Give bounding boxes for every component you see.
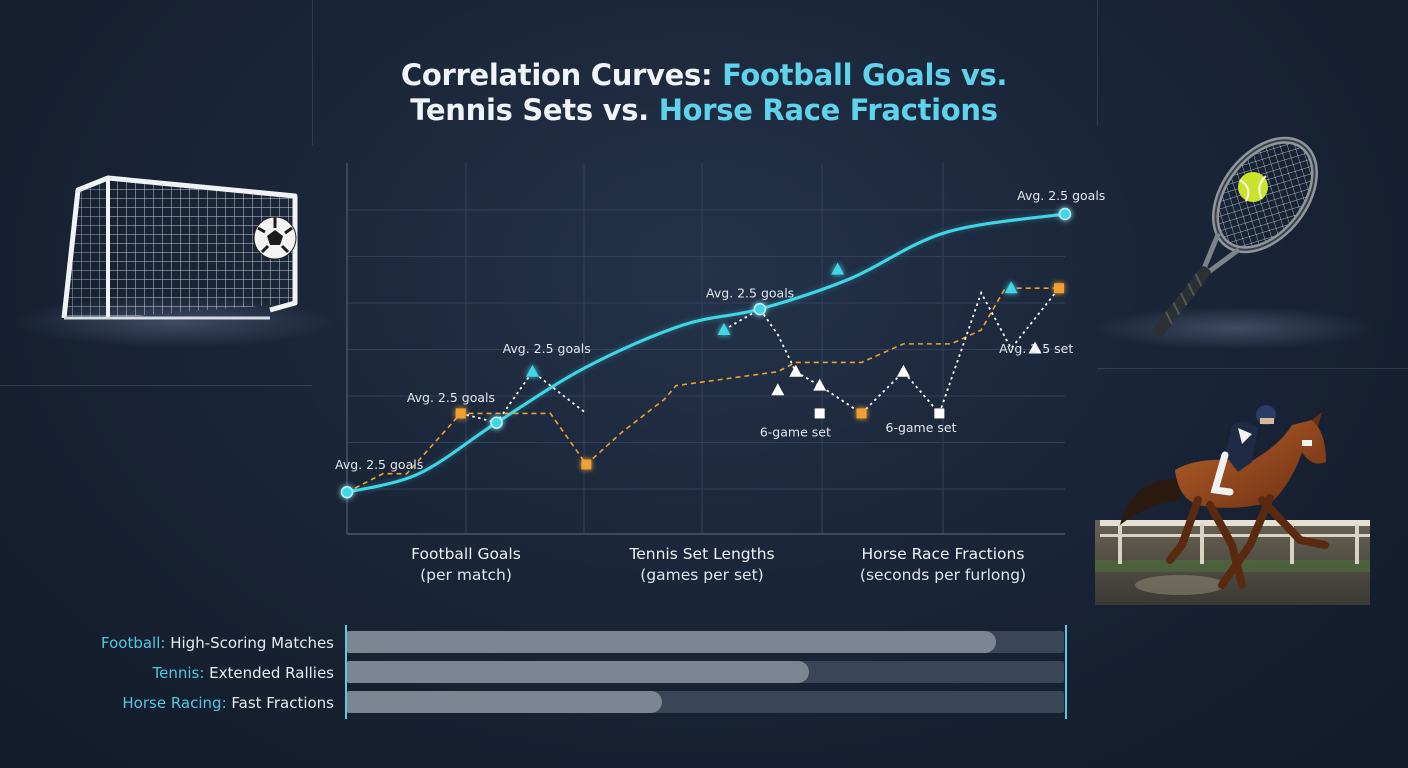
- triangle-marker: [525, 364, 539, 377]
- triangle-marker: [717, 322, 731, 335]
- series-layer: [346, 212, 1066, 494]
- orange-square-marker: [856, 408, 867, 419]
- annotation-label: Avg. 2.5 goals: [503, 341, 591, 356]
- bar-track-tennis: [347, 661, 1064, 683]
- horse-racing-illustration: [1095, 405, 1370, 605]
- bar-fill-football: [347, 631, 996, 653]
- annotation-layer: Avg. 2.5 goals Avg. 2.5 goals Avg. 2.5 goa…: [335, 188, 1105, 472]
- orange-square-marker: [455, 408, 466, 419]
- frame-line-left: [0, 385, 312, 386]
- series-white-dotted: [460, 370, 587, 424]
- bar-label-football: Football: High-Scoring Matches: [101, 634, 334, 652]
- title-part-4: Horse Race Fractions: [658, 93, 998, 127]
- soccer-ball-icon: [253, 216, 297, 260]
- triangle-marker: [1028, 341, 1042, 354]
- tennis-racket-illustration: [1095, 136, 1375, 350]
- triangle-marker: [771, 383, 785, 396]
- cyan-point-marker: [1058, 207, 1072, 221]
- chart-grid: [347, 163, 1065, 534]
- soccer-goal-illustration: [15, 175, 335, 348]
- bar-right-edge: [1065, 625, 1067, 719]
- title-part-1: Correlation Curves:: [400, 58, 723, 92]
- bar-label-horse-racing: Horse Racing: Fast Fractions: [122, 694, 334, 712]
- category-sublabel-horse-racing: (seconds per furlong): [860, 566, 1026, 584]
- frame-line-top-right: [1097, 0, 1098, 125]
- annotation-label: Avg. 2.5 goals: [706, 285, 794, 300]
- series-orange-dashed: [346, 287, 1060, 493]
- title-part-2: Football Goals vs.: [722, 58, 1008, 92]
- triangle-marker: [789, 364, 803, 377]
- series-white-dotted: [723, 287, 1060, 416]
- bar-row-tennis: Tennis: Extended Rallies: [0, 661, 1408, 685]
- category-label-horse-racing: Horse Race Fractions: [862, 545, 1025, 563]
- bar-row-football: Football: High-Scoring Matches: [0, 631, 1408, 655]
- annotation-label: Avg. 2.5 goals: [335, 457, 423, 472]
- bar-left-edge: [345, 625, 347, 719]
- white-square-marker: [934, 408, 945, 419]
- annotation-label: Avg. 2.5 set: [999, 341, 1073, 356]
- cyan-point-marker: [490, 416, 503, 429]
- frame-line-top-left: [312, 0, 313, 145]
- cyan-point-marker: [753, 302, 767, 316]
- triangle-marker: [831, 262, 845, 275]
- annotation-label: Avg. 2.5 goals: [1017, 188, 1105, 203]
- title-part-3: Tennis Sets vs.: [410, 93, 659, 127]
- category-label-tennis: Tennis Set Lengths: [628, 545, 774, 563]
- bar-track-horse-racing: [347, 691, 1064, 713]
- category-sublabel-tennis: (games per set): [640, 566, 763, 584]
- category-label-football: Football Goals: [411, 545, 521, 563]
- triangle-marker: [896, 364, 910, 377]
- bar-label-tennis: Tennis: Extended Rallies: [152, 664, 334, 682]
- orange-square-marker: [581, 459, 592, 470]
- annotation-label: Avg. 2.5 goals: [407, 390, 495, 405]
- white-square-marker: [814, 408, 825, 419]
- orange-square-marker: [1054, 283, 1065, 294]
- bar-fill-horse-racing: [347, 691, 663, 713]
- bar-row-horse-racing: Horse Racing: Fast Fractions: [0, 691, 1408, 715]
- triangle-marker: [1004, 281, 1018, 294]
- bar-track-football: [347, 631, 1064, 653]
- annotation-label: 6-game set: [760, 425, 831, 440]
- annotation-label: 6-game set: [886, 420, 957, 435]
- category-sublabel-football: (per match): [420, 566, 512, 584]
- marker-layer: [340, 207, 1072, 499]
- bar-fill-tennis: [347, 661, 810, 683]
- frame-line-right: [1097, 368, 1408, 369]
- tennis-ball-icon: [1238, 172, 1268, 202]
- cyan-point-marker: [340, 486, 354, 499]
- chart-title: Correlation Curves: Football Goals vs. T…: [0, 58, 1408, 128]
- triangle-marker: [813, 378, 827, 391]
- series-cyan-curve: [346, 212, 1066, 494]
